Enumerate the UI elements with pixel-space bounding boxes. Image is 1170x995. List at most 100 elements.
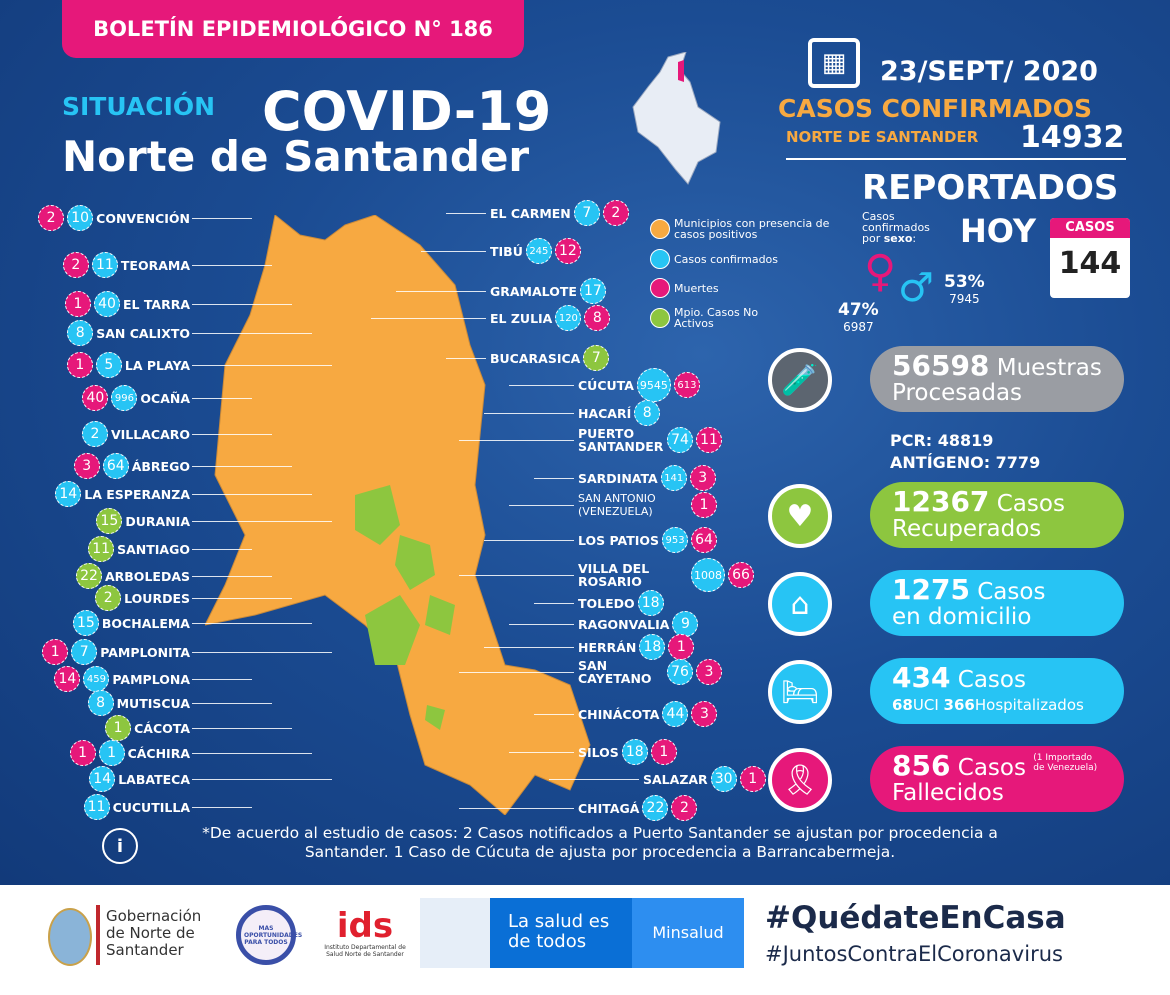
- municipality-row: 15 DURANIA: [96, 508, 190, 534]
- deaths-badge: 3: [73, 453, 100, 479]
- colombia-map: [632, 52, 721, 185]
- municipality-name: TIBÚ: [490, 243, 523, 259]
- leader-line: [421, 251, 486, 252]
- report-date: 23/SEPT/ 2020: [880, 56, 1098, 87]
- municipality-row: 2 LOURDES: [95, 585, 190, 611]
- confirmed-badge: 64: [102, 453, 129, 479]
- municipality-name: ÁBREGO: [131, 458, 190, 474]
- municipality-name: TOLEDO: [578, 595, 635, 611]
- gobernacion-seal: [48, 908, 92, 966]
- ids-logo: ids Instituto Departamental de Salud Nort…: [324, 906, 406, 958]
- mas-oportunidades-logo: MAS OPORTUNIDADES PARA TODOS: [236, 905, 303, 965]
- deaths-pill: 856 Casos (1 Importado de Venezuela) Fall…: [870, 746, 1124, 812]
- municipality-name: LA PLAYA: [124, 357, 190, 373]
- leader-line: [192, 576, 272, 577]
- confirmed-badge: 1008: [691, 558, 725, 592]
- female-icon: ♀: [864, 246, 897, 297]
- municipality-row: 14 LA ESPERANZA: [55, 481, 190, 507]
- deaths-badge: 2: [38, 205, 65, 231]
- confirmed-badge: 18: [621, 739, 648, 765]
- deaths-badge: 8: [584, 305, 611, 331]
- confirmed-badge: 18: [637, 590, 664, 616]
- municipality-name: BOCHALEMA: [101, 615, 190, 631]
- leader-line: [192, 304, 292, 305]
- deaths-badge: 1: [66, 352, 93, 378]
- region-title: Norte de Santander: [62, 132, 530, 181]
- confirmed-badge: 30: [710, 766, 737, 792]
- municipality-name: TEORAMA: [120, 257, 190, 273]
- deaths-badge: 1: [69, 740, 96, 766]
- confirmed-badge: 7: [573, 200, 600, 226]
- inactive-badge: 11: [88, 536, 115, 562]
- municipality-row: 11 CUCUTILLA: [83, 794, 190, 820]
- municipality-row: SAN ANTONIO (VENEZUELA) 1: [578, 492, 717, 518]
- leader-line: [192, 333, 312, 334]
- mas-oportunidades-text: MAS OPORTUNIDADES PARA TODOS: [244, 924, 303, 946]
- confirmed-badge: 245: [525, 238, 552, 264]
- leader-line: [192, 623, 312, 624]
- leader-line: [192, 265, 272, 266]
- deaths-badge: 1: [64, 291, 91, 317]
- municipality-row: 14 459 PAMPLONA: [54, 666, 190, 692]
- municipality-row: 11 SANTIAGO: [88, 536, 190, 562]
- municipality-row: RAGONVALIA 9: [578, 611, 699, 637]
- house-icon: ⌂: [768, 572, 832, 636]
- municipality-name: EL TARRA: [122, 296, 190, 312]
- deaths-badge: 3: [691, 701, 718, 727]
- confirmed-badge: 8: [67, 320, 94, 346]
- municipality-name: PAMPLONITA: [100, 644, 190, 660]
- male-stat: 53% 7945: [944, 272, 985, 306]
- leader-line: [459, 808, 574, 809]
- municipality-name: CÚCUTA: [578, 377, 634, 393]
- leader-line: [192, 549, 252, 550]
- ribbon-icon: 🎗: [768, 748, 832, 812]
- confirmed-badge: 141: [660, 465, 687, 491]
- leader-line: [459, 575, 574, 576]
- map-legend: Municipios con presencia de casos positi…: [650, 218, 844, 338]
- municipality-row: 14 LABATECA: [89, 766, 190, 792]
- leader-line: [192, 521, 332, 522]
- municipality-row: SILOS 18 1: [578, 739, 677, 765]
- deaths-badge: 11: [696, 427, 722, 453]
- confirmed-badge: 5: [95, 352, 122, 378]
- municipality-row: TIBÚ 245 12: [490, 238, 581, 264]
- hashtag-together: #JuntosContraElCoronavirus: [765, 942, 1063, 966]
- municipality-row: SALAZAR 30 1: [643, 766, 766, 792]
- deaths-badge: 40: [82, 385, 109, 411]
- hashtag-stay-home: #QuédateEnCasa: [765, 900, 1066, 936]
- municipality-row: 8 MUTISCUA: [87, 690, 190, 716]
- confirmed-badge: 459: [83, 666, 110, 692]
- municipality-name: SILOS: [578, 744, 619, 760]
- inactive-badge: 7: [583, 345, 610, 371]
- confirmed-badge: 14: [55, 481, 82, 507]
- footnote: *De acuerdo al estudio de casos: 2 Casos…: [202, 824, 998, 861]
- leader-line: [534, 478, 574, 479]
- confirmed-badge: 10: [67, 205, 94, 231]
- municipality-row: CHITAGÁ 22 2: [578, 795, 698, 821]
- la-salud-logo: La salud es de todos: [490, 898, 632, 968]
- municipality-row: 1 40 EL TARRA: [64, 291, 190, 317]
- municipality-name: CHITAGÁ: [578, 800, 640, 816]
- situation-label: SITUACIÓN: [62, 92, 216, 121]
- region-highlight: [678, 60, 684, 82]
- leader-line: [192, 494, 312, 495]
- municipality-name: SAN ANTONIO (VENEZUELA): [578, 492, 656, 518]
- leader-line: [446, 213, 486, 214]
- leader-line: [192, 365, 332, 366]
- municipality-name: GRAMALOTE: [490, 283, 577, 299]
- municipality-name: EL ZULIA: [490, 310, 553, 326]
- confirmed-badge: 11: [91, 252, 118, 278]
- confirmed-badge: 9: [672, 611, 699, 637]
- leader-line: [192, 703, 272, 704]
- leader-line: [446, 358, 486, 359]
- test-tube-icon: 🧪: [768, 348, 832, 412]
- legend-item-deaths: Muertes: [650, 278, 844, 298]
- municipality-name: CONVENCIÓN: [96, 210, 190, 226]
- leader-line: [192, 728, 292, 729]
- minsalud-logo: Minsalud: [632, 898, 744, 968]
- municipality-name: SAN CALIXTO: [96, 325, 190, 341]
- leader-line: [459, 440, 574, 441]
- confirmed-badge: 18: [639, 634, 666, 660]
- hospital-bed-icon: 🛏: [768, 660, 832, 724]
- municipality-row: PUERTO SANTANDER 74 11: [578, 427, 722, 453]
